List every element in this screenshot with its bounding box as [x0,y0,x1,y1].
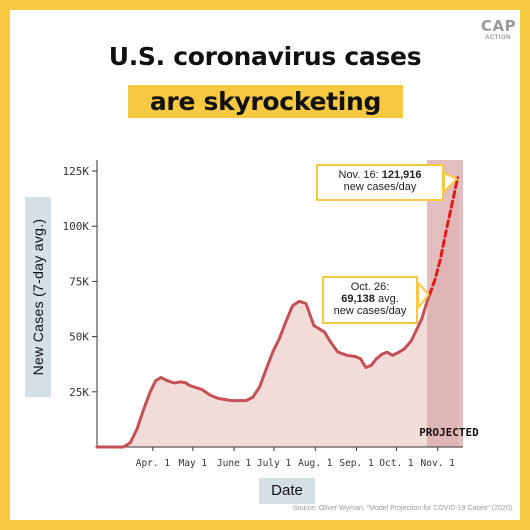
series-projected-line [428,176,460,296]
y-axis-label-box [25,197,51,397]
annotation-nov-16-pointer [443,172,458,193]
annotation-oct-26-text: new cases/day [333,305,407,317]
annotation-oct-26-date: Oct. 26: [350,281,390,293]
y-tick-label: 50K [69,331,89,344]
annotation-oct-26-pointer [417,282,430,309]
annotation-oct-26-suffix: avg. [377,293,399,305]
projected-band [427,160,463,447]
logo-line2: ACTION [485,35,511,41]
annotation-oct-26: Oct. 26: 69,138 avg. new cases/day [322,276,418,324]
x-tick-label: Sep. 1 [339,458,374,469]
chart-title-line1: U.S. coronavirus cases [108,42,422,71]
annotation-nov-16: Nov. 16: 121,916 new cases/day [316,164,444,201]
x-axis-label: Date [259,478,315,504]
x-tick-label: July 1 [257,458,292,469]
x-tick-label: Nov. 1 [421,458,456,469]
area-fill [97,177,458,448]
y-tick-label: 125K [63,165,90,178]
y-tick-label: 25K [69,386,89,399]
x-tick-label: May 1 [179,458,208,469]
logo-line1: CAP [481,17,517,35]
x-tick-label: June 1 [217,458,252,469]
series-actual-line [95,292,432,449]
annotation-nov-16-date: Nov. 16: [338,169,379,181]
cap-action-logo: CAP ACTION [481,17,517,42]
annotation-nov-16-value: 121,916 [381,169,422,181]
chart-title-line2: are skyrocketing [128,85,403,118]
y-axis-label: New Cases (7-day avg.) [30,218,46,376]
x-tick-label: Oct. 1 [379,458,414,469]
annotation-nov-16-text: new cases/day [343,181,417,193]
y-tick-label: 100K [63,220,90,233]
x-tick-label: Aug. 1 [298,458,333,469]
y-tick-label: 75K [69,275,89,288]
x-tick-label: Apr. 1 [136,458,171,469]
annotation-oct-26-value: 69,138 [341,293,375,305]
source-note: Source: Oliver Wyman, "Model Projection … [292,505,514,512]
projected-label: PROJECTED [419,426,479,439]
